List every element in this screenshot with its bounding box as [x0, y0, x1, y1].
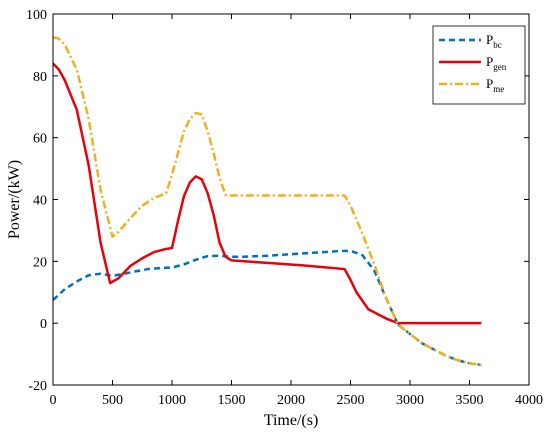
x-axis-label: Time/(s)	[264, 412, 319, 429]
y-tick-label: 40	[33, 194, 47, 209]
x-tick-label: 500	[102, 393, 123, 408]
legend-box	[432, 25, 526, 105]
y-tick-label: 60	[33, 132, 47, 147]
y-tick-label: 0	[40, 317, 47, 332]
series-group	[53, 35, 482, 367]
x-tick-label: 1000	[158, 393, 186, 408]
x-tick-label: 2000	[277, 393, 305, 408]
y-axis-label: Power/(kW)	[6, 160, 23, 239]
y-tick-label: 80	[33, 70, 47, 85]
legend-label-gen: Pgen	[486, 54, 507, 72]
legend: Pbc Pgen Pme	[432, 25, 526, 105]
x-tick-label: 3500	[456, 393, 484, 408]
legend-label-me: Pme	[486, 76, 504, 94]
y-tick-label: -20	[28, 379, 47, 394]
axes: 0 500 1000 1500 2000 2500 3000 3500 4000-2002040…	[6, 8, 543, 429]
x-tick-label: 1500	[218, 393, 246, 408]
y-tick-label: 20	[33, 255, 47, 270]
y-tick-label: 100	[26, 8, 47, 23]
legend-label-bc: Pbc	[486, 32, 502, 50]
series-line-bc	[53, 249, 482, 367]
series-line-gen	[53, 62, 482, 325]
x-tick-label: 4000	[515, 393, 543, 408]
x-tick-label: 2500	[337, 393, 365, 408]
x-tick-label: 3000	[396, 393, 424, 408]
x-tick-label: 0	[50, 393, 57, 408]
plot-area	[53, 35, 482, 367]
series-line-me	[53, 35, 482, 367]
